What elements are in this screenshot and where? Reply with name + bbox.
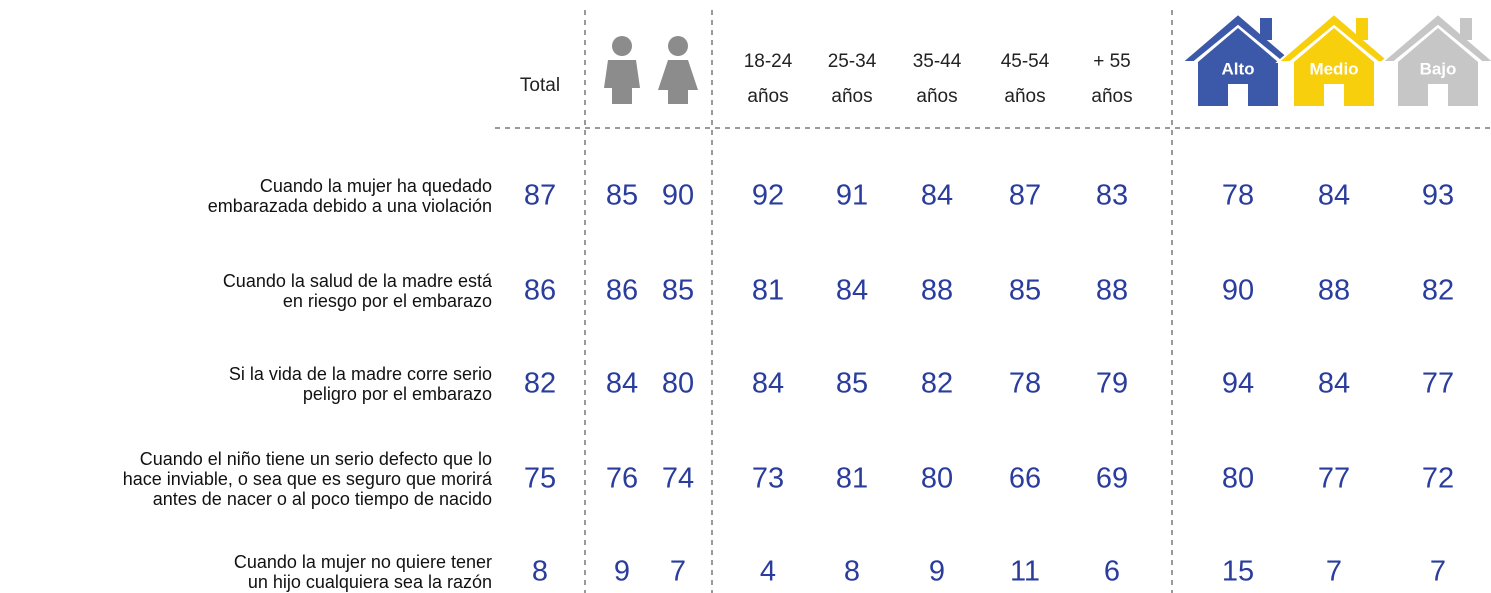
- cell-value: 88: [921, 275, 953, 307]
- house-chimney: [1460, 18, 1472, 40]
- house-icon: Bajo: [1379, 12, 1491, 106]
- cell-value: 86: [524, 275, 556, 307]
- cell-value: 84: [836, 275, 868, 307]
- cell-value: 7: [1326, 556, 1342, 588]
- cell-value: 80: [662, 368, 694, 400]
- header: años: [1004, 86, 1045, 107]
- cell-value: 69: [1096, 463, 1128, 495]
- cell-value: 6: [1104, 556, 1120, 588]
- row-label: en riesgo por el embarazo: [283, 291, 492, 311]
- house-icon: Alto: [1179, 12, 1297, 106]
- cell-value: 84: [1318, 180, 1350, 212]
- cell-value: 84: [606, 368, 638, 400]
- cell-value: 82: [1422, 275, 1454, 307]
- header: + 55: [1093, 51, 1131, 72]
- cell-value: 90: [662, 180, 694, 212]
- cell-value: 85: [606, 180, 638, 212]
- cell-value: 88: [1096, 275, 1128, 307]
- header: años: [916, 86, 957, 107]
- header: años: [747, 86, 788, 107]
- row-label: hace inviable, o sea que es seguro que m…: [123, 469, 493, 489]
- cell-value: 8: [532, 556, 548, 588]
- house-door: [1228, 84, 1248, 106]
- row-label: Cuando el niño tiene un serio defecto qu…: [140, 449, 492, 469]
- cell-value: 80: [921, 463, 953, 495]
- row-label: Cuando la mujer ha quedado: [260, 176, 492, 196]
- cell-value: 86: [606, 275, 638, 307]
- header: Alto: [1221, 59, 1254, 78]
- row-label: Cuando la mujer no quiere tener: [234, 552, 492, 572]
- cell-value: 8: [844, 556, 860, 588]
- house-door: [1428, 84, 1448, 106]
- row-label: peligro por el embarazo: [303, 384, 492, 404]
- header: Bajo: [1420, 59, 1457, 78]
- cell-value: 80: [1222, 463, 1254, 495]
- cell-value: 77: [1318, 463, 1350, 495]
- header: Medio: [1309, 59, 1358, 78]
- row-label: un hijo cualquiera sea la razón: [248, 572, 492, 592]
- cell-value: 84: [1318, 368, 1350, 400]
- cell-value: 77: [1422, 368, 1454, 400]
- cell-value: 85: [662, 275, 694, 307]
- cell-value: 85: [836, 368, 868, 400]
- cell-value: 7: [670, 556, 686, 588]
- house-chimney: [1260, 18, 1272, 40]
- house-icon: Medio: [1275, 12, 1393, 106]
- male-icon: [604, 36, 640, 104]
- house-door: [1324, 84, 1344, 106]
- cell-value: 78: [1009, 368, 1041, 400]
- cell-value: 81: [752, 275, 784, 307]
- cell-value: 76: [606, 463, 638, 495]
- cell-value: 11: [1010, 556, 1040, 588]
- header: 45-54: [1001, 51, 1050, 72]
- cell-value: 79: [1096, 368, 1128, 400]
- header: años: [831, 86, 872, 107]
- cell-value: 93: [1422, 180, 1454, 212]
- cell-value: 15: [1222, 556, 1254, 588]
- cell-value: 83: [1096, 180, 1128, 212]
- cell-value: 84: [752, 368, 784, 400]
- cell-value: 78: [1222, 180, 1254, 212]
- house-chimney: [1356, 18, 1368, 40]
- cell-value: 87: [1009, 180, 1041, 212]
- cell-value: 4: [760, 556, 776, 588]
- row-label: Cuando la salud de la madre está: [223, 271, 493, 291]
- house-body: [1294, 28, 1374, 106]
- header: 18-24: [744, 51, 793, 72]
- cell-value: 91: [836, 180, 868, 212]
- cell-value: 82: [921, 368, 953, 400]
- cell-value: 74: [662, 463, 694, 495]
- row-label: embarazada debido a una violación: [208, 196, 492, 216]
- cell-value: 9: [929, 556, 945, 588]
- row-label: Si la vida de la madre corre serio: [229, 364, 492, 384]
- header: 35-44: [913, 51, 962, 72]
- house-body: [1198, 28, 1278, 106]
- row-label: antes de nacer o al poco tiempo de nacid…: [153, 489, 492, 509]
- cell-value: 87: [524, 180, 556, 212]
- cell-value: 81: [836, 463, 868, 495]
- cell-value: 73: [752, 463, 784, 495]
- cell-value: 7: [1430, 556, 1446, 588]
- cell-value: 72: [1422, 463, 1454, 495]
- house-roof: [1379, 12, 1491, 63]
- cell-value: 90: [1222, 275, 1254, 307]
- cell-value: 85: [1009, 275, 1041, 307]
- cell-value: 75: [524, 463, 556, 495]
- cell-value: 82: [524, 368, 556, 400]
- female-icon: [658, 36, 698, 104]
- cell-value: 66: [1009, 463, 1041, 495]
- header: años: [1091, 86, 1132, 107]
- cell-value: 88: [1318, 275, 1350, 307]
- header: Total: [520, 75, 560, 96]
- cell-value: 84: [921, 180, 953, 212]
- house-body: [1398, 28, 1478, 106]
- house-roof: [1275, 12, 1393, 63]
- cell-value: 9: [614, 556, 630, 588]
- cell-value: 92: [752, 180, 784, 212]
- header: 25-34: [828, 51, 877, 72]
- cell-value: 94: [1222, 368, 1254, 400]
